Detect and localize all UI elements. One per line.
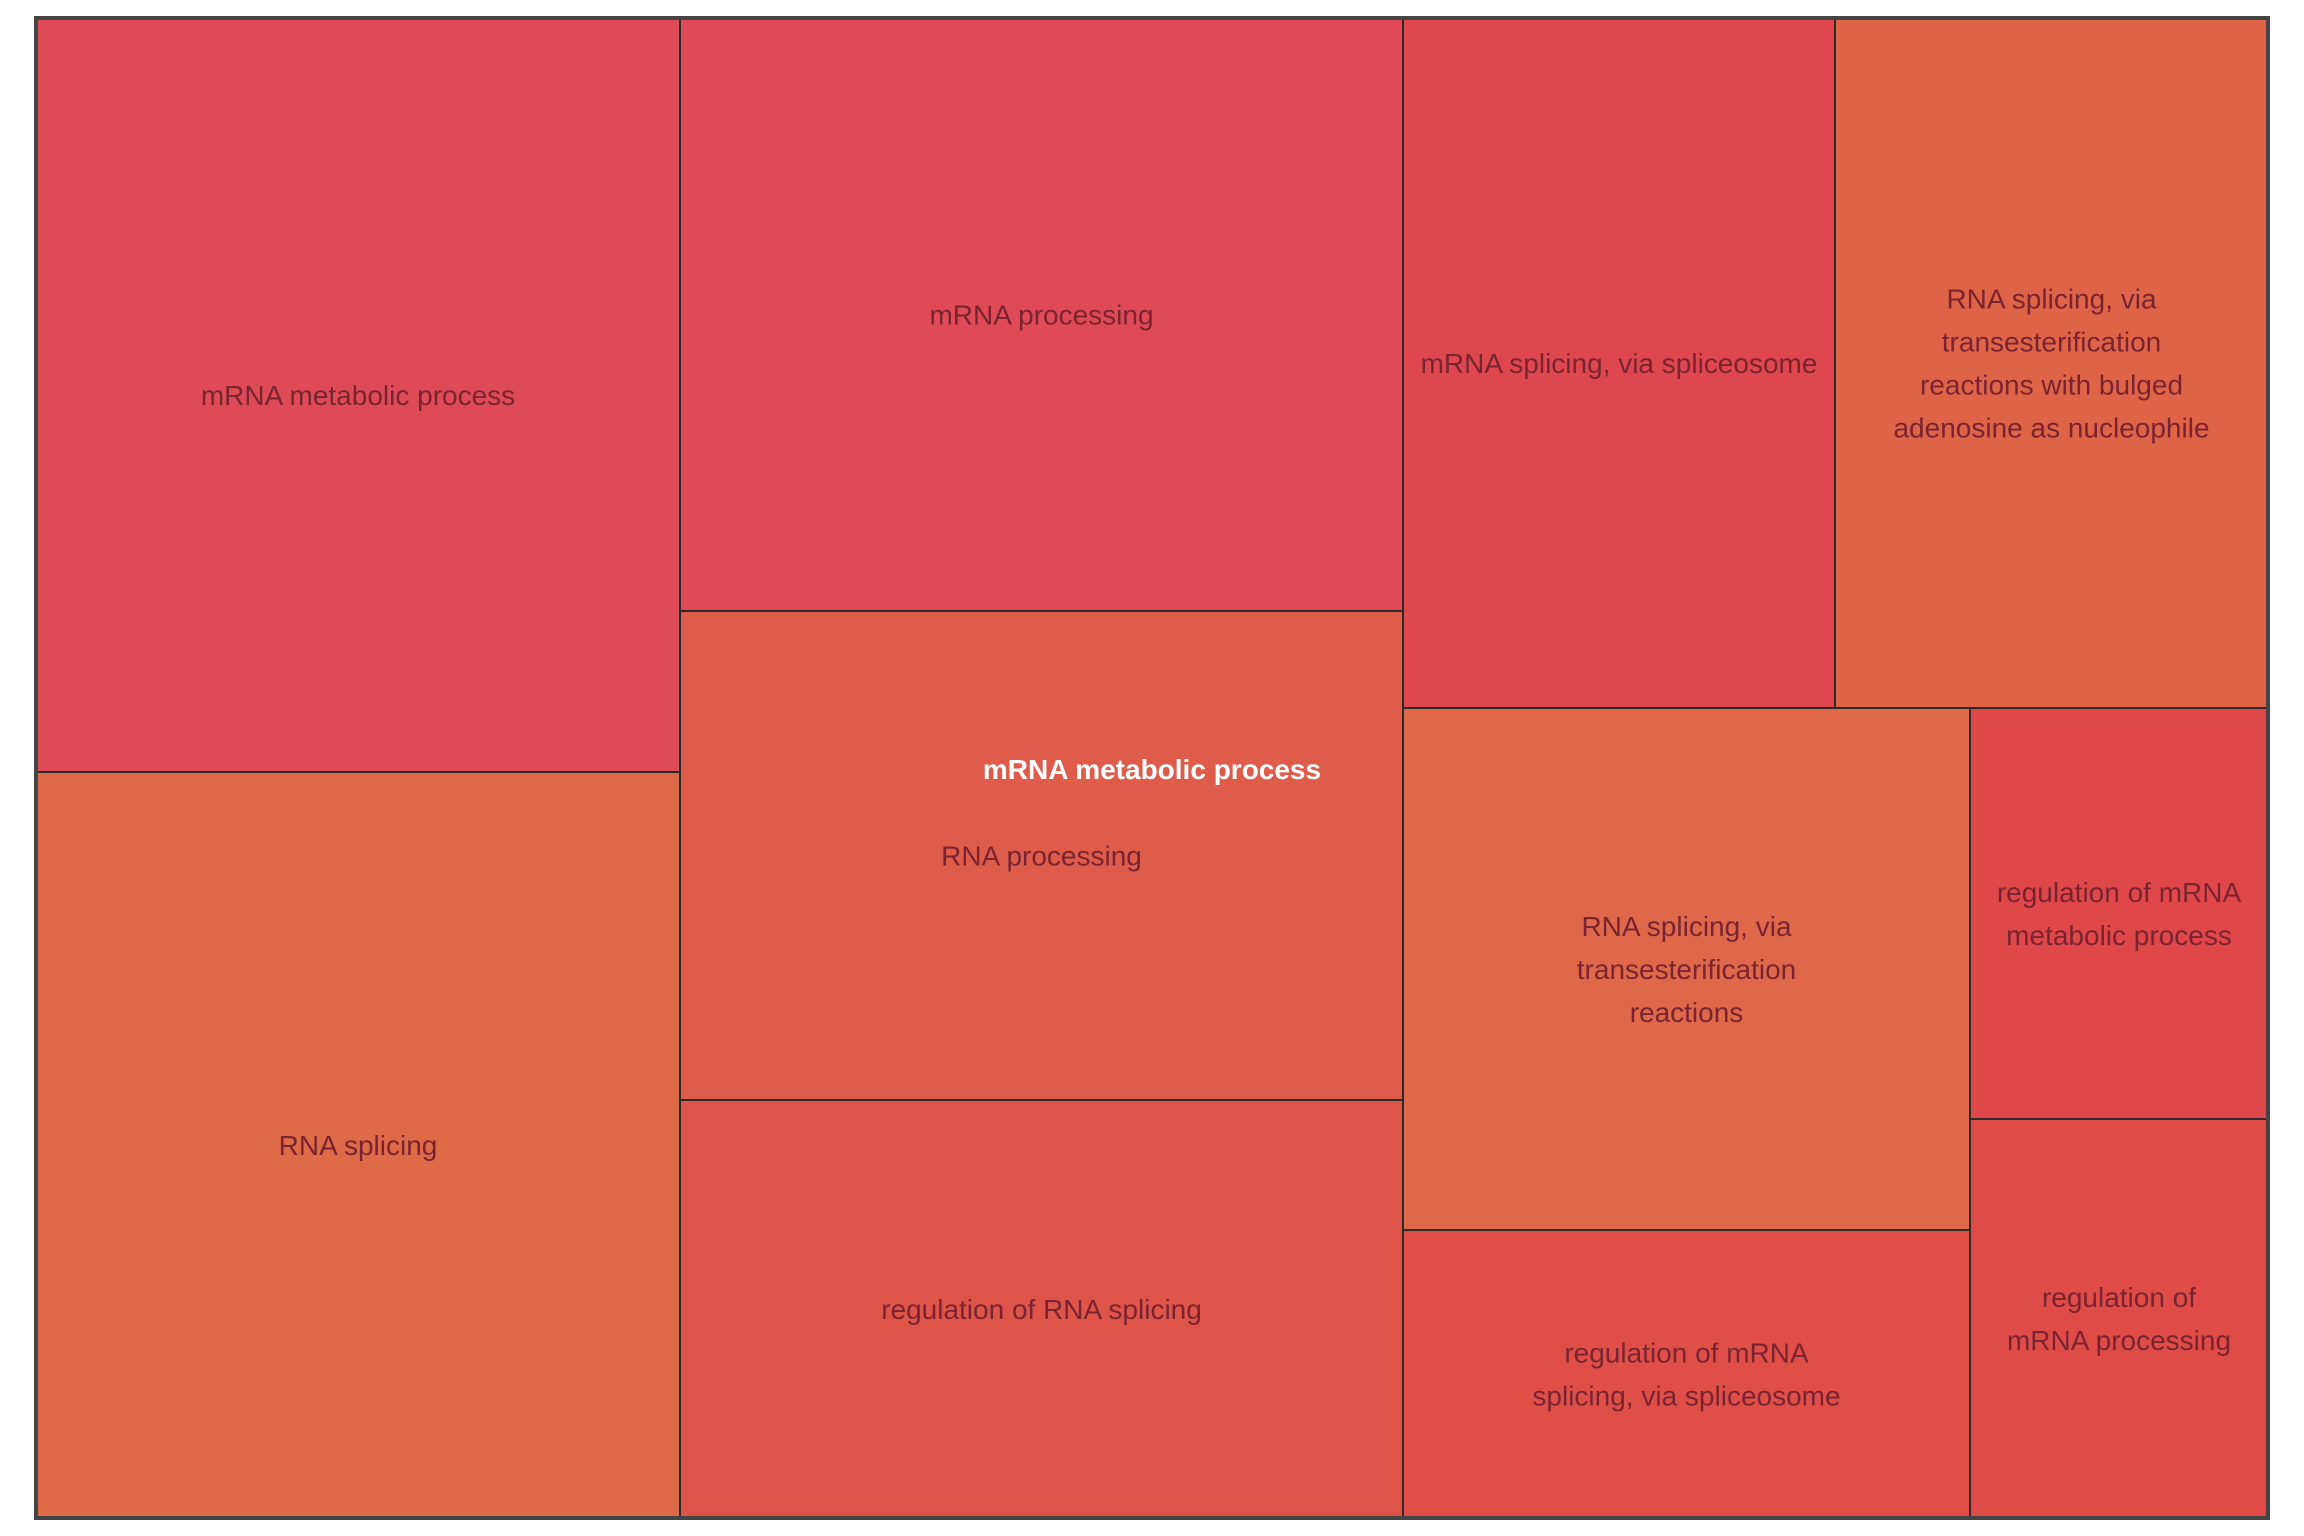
tile-label: metabolic process xyxy=(2006,920,2232,951)
tile-rect[interactable] xyxy=(1402,707,1971,1231)
tile-label: mRNA processing xyxy=(929,300,1153,331)
tile-label: RNA splicing, via xyxy=(1581,911,1792,942)
tile-rect[interactable] xyxy=(1402,1229,1971,1519)
treemap-tiles: mRNA metabolic process RNA splicing mRNA p… xyxy=(35,17,2269,1519)
tile-label: regulation of mRNA xyxy=(1564,1338,1809,1369)
tile-label: reactions with bulged xyxy=(1920,370,2183,401)
treemap-frame xyxy=(34,16,2270,1520)
tile-regulation-of-rna-splicing[interactable]: regulation of RNA splicing xyxy=(679,1099,1404,1519)
tile-rect[interactable] xyxy=(1834,17,2269,709)
tile-rna-splicing-via-transesterification-reactions-with-bulged-adenosine-as-nucleophile[interactable]: RNA splicing, via transesterification reac… xyxy=(1834,17,2269,709)
tile-mrna-splicing-via-spliceosome[interactable]: mRNA splicing, via spliceosome xyxy=(1402,17,1836,709)
tile-label: adenosine as nucleophile xyxy=(1893,413,2209,444)
tile-mrna-metabolic-process[interactable]: mRNA metabolic process xyxy=(35,17,681,773)
tile-mrna-processing[interactable]: mRNA processing xyxy=(679,17,1404,612)
group-label: mRNA metabolic process xyxy=(983,754,1321,785)
tile-rect[interactable] xyxy=(35,17,681,773)
tile-rna-splicing[interactable]: RNA splicing xyxy=(35,771,681,1519)
tile-regulation-of-mrna-metabolic-process[interactable]: regulation of mRNA metabolic process xyxy=(1969,707,2269,1120)
tile-label: transesterification xyxy=(1577,954,1796,985)
tile-regulation-of-mrna-processing[interactable]: regulation of mRNA processing xyxy=(1969,1118,2269,1519)
tile-regulation-of-mrna-splicing-via-spliceosome[interactable]: regulation of mRNA splicing, via spliceos… xyxy=(1402,1229,1971,1519)
tile-label: mRNA splicing, via spliceosome xyxy=(1421,348,1818,379)
tile-rect[interactable] xyxy=(679,17,1404,612)
tile-label: regulation of xyxy=(2042,1282,2196,1313)
tile-label: RNA processing xyxy=(941,841,1142,872)
tile-label: regulation of mRNA xyxy=(1997,877,2242,908)
tile-rect[interactable] xyxy=(1402,17,1836,709)
tile-rect[interactable] xyxy=(35,771,681,1519)
tile-rect[interactable] xyxy=(1969,707,2269,1120)
tile-label: transesterification xyxy=(1942,327,2161,358)
tile-label: splicing, via spliceosome xyxy=(1532,1381,1840,1412)
tile-rect[interactable] xyxy=(1969,1118,2269,1519)
tile-rna-processing[interactable]: RNA processing xyxy=(679,610,1404,1101)
tile-label: mRNA metabolic process xyxy=(201,380,515,411)
tile-label: reactions xyxy=(1630,997,1744,1028)
tile-label: RNA splicing, via xyxy=(1946,284,2157,315)
tile-label: regulation of RNA splicing xyxy=(881,1294,1202,1325)
tile-rna-splicing-via-transesterification-reactions[interactable]: RNA splicing, via transesterification reac… xyxy=(1402,707,1971,1231)
tile-label: RNA splicing xyxy=(279,1130,438,1161)
tile-rect[interactable] xyxy=(679,610,1404,1101)
tile-rect[interactable] xyxy=(679,1099,1404,1519)
tile-label: mRNA processing xyxy=(2007,1325,2231,1356)
